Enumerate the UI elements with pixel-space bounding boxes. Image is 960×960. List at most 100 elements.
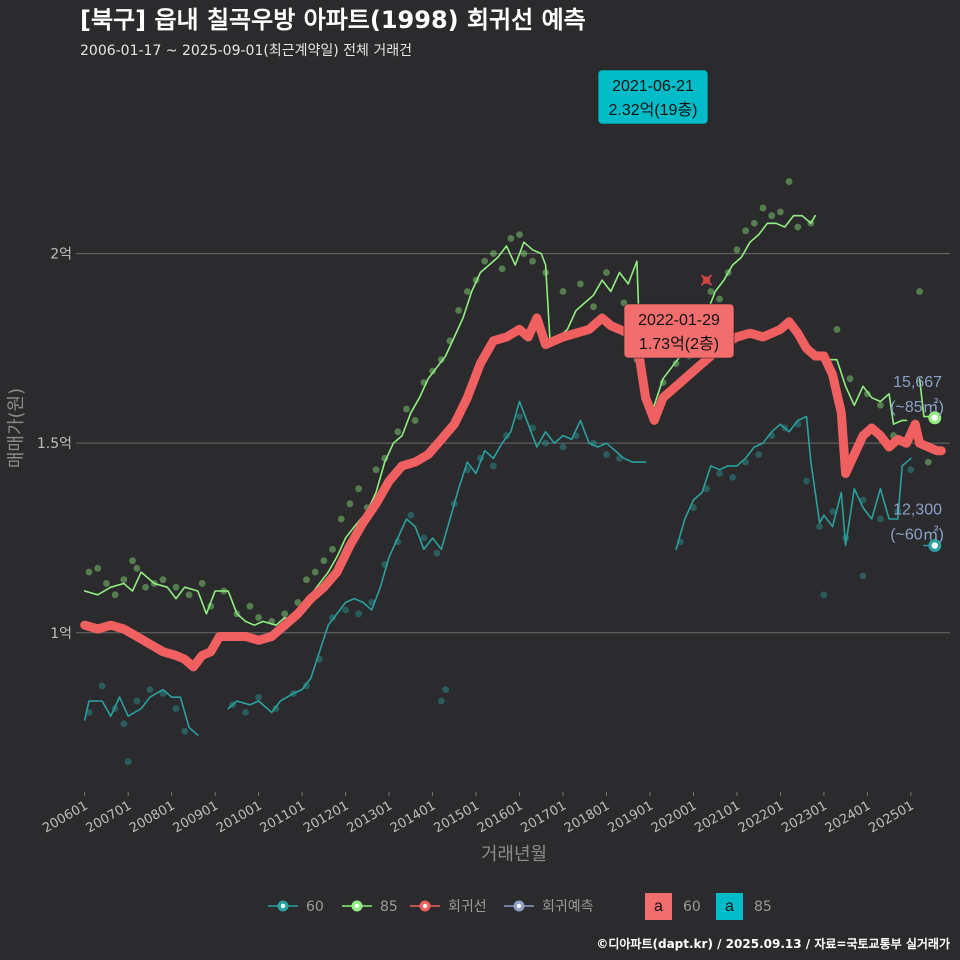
x-tick-label: 202101 [692,798,742,836]
x-tick-label: 201701 [519,798,569,836]
scatter-point-85 [281,610,289,618]
scatter-point-60 [433,549,441,557]
legend-marker-core [354,903,360,909]
scatter-point-85 [590,303,597,311]
y-axis-title: 매매가(원) [6,388,27,468]
scatter-point-85 [103,580,110,587]
scatter-point-85 [159,576,167,584]
scatter-point-85 [877,401,884,409]
legend-label: 85 [380,899,398,915]
legend-key-glyph: a [654,898,663,915]
scatter-point-85 [707,288,715,295]
scatter-point-60 [242,708,249,716]
scatter-point-60 [559,443,567,451]
y-tick-label: 1억 [50,626,72,642]
chart-title: [북구] 읍내 칠곡우방 아파트(1998) 회귀선 예측 [80,6,586,34]
scatter-point-60 [146,686,154,694]
y-tick-labels: 1억 1.5억 2억 [37,247,72,642]
scatter-point-85 [672,360,680,367]
scatter-point-85 [294,599,302,606]
caption: ©디아파트(dapt.kr) / 2025.09.13 / 자료=국토교통부 실… [596,936,950,951]
x-tick-label: 201601 [475,798,525,836]
scatter-point-85 [603,269,610,276]
scatter-point-85 [733,246,741,254]
x-tick-label: 201201 [301,798,351,836]
scatter-point-85 [246,602,254,610]
scatter-point-60 [181,727,189,735]
scatter-point-60 [859,572,867,580]
annotations: 2021-06-21 2.32억(19층) 2022-01-29 1.73억(2층) [597,69,735,359]
annotation-value: 1.73억(2층) [639,335,719,353]
annotation-date: 2022-01-29 [638,312,720,329]
end-labels: 15,667 (~85㎡) 12,300 (~60㎡) [890,374,944,553]
legend-label: 60 [306,899,324,915]
scatter-point-85 [120,576,128,584]
x-tick-label: 200701 [84,798,134,836]
end-label-area: (~60㎡) [890,526,944,544]
scatter-point-85 [255,614,263,621]
end-point-core [931,542,938,549]
scatter-point-85 [520,250,528,257]
series-lines [80,214,946,736]
scatter-point-85 [559,288,567,295]
scatter-point-60 [255,693,263,701]
x-tick-label: 202201 [736,798,786,836]
scatter-point-60 [342,606,349,614]
scatter-point-85 [303,576,310,584]
annotation-box [623,303,735,359]
scatter-point-85 [833,326,841,333]
scatter-point-85 [185,591,193,599]
legend-key-box [645,893,672,920]
x-tick-label: 202301 [779,798,829,836]
legend-marker-core [422,903,428,909]
end-label-value: 15,667 [893,374,942,391]
scatter-point-60 [820,591,828,599]
legend-key-box [716,893,743,920]
scatter-point-60 [490,462,497,470]
scatter-point-60 [907,466,915,474]
x-tick-labels: 2006012007012008012009012010012011012012… [40,792,917,836]
scatter-point-60 [803,477,810,485]
x-axis-title: 거래년월 [481,844,547,865]
scatter-point-85 [777,208,784,216]
scatter-point-85 [916,288,923,295]
legend-key-label: 85 [754,899,772,915]
legend-key-label: 60 [683,899,701,915]
annotation-box [597,69,709,125]
scatter-point-85 [142,583,149,591]
legend-marker-core [516,903,522,909]
legend-label: 회귀예측 [542,899,594,915]
scatter-point-85 [768,212,776,220]
scatter-point-85 [94,564,102,572]
scatter-point-85 [455,307,463,314]
scatter-point-60 [303,682,310,690]
scatter-point-60 [420,534,428,542]
scatter-point-85 [403,405,410,413]
scatter-point-60 [329,614,336,621]
scatter-point-60 [877,515,884,523]
x-tick-label: 202401 [823,798,873,836]
scatter-point-85 [481,257,489,265]
scatter-point-60 [603,451,610,458]
scatter-point-60 [407,511,415,519]
legend-label: 회귀선 [448,899,487,915]
legend-key-glyph: a [725,898,734,915]
scatter-point-85 [742,227,750,235]
scatter-point-85 [716,295,723,303]
x-tick-label: 202001 [649,798,699,836]
scatter-point-60 [703,485,710,493]
scatter-point-85 [85,568,93,576]
x-tick-label: 201301 [345,798,395,836]
grid [76,253,950,634]
x-tick-label: 201101 [258,798,308,836]
y-tick-label: 1.5억 [37,436,72,452]
legend: 60 85 회귀선 회귀예측 a 60 a 85 [268,893,772,920]
scatter-point-85 [529,257,536,265]
x-tick-label: 201901 [605,798,655,836]
scatter-points [85,178,932,766]
scatter-point-60 [729,473,736,481]
x-tick-label: 200901 [171,798,221,836]
scatter-point-85 [355,485,363,493]
scatter-point-85 [490,250,497,257]
scatter-point-85 [437,356,445,364]
